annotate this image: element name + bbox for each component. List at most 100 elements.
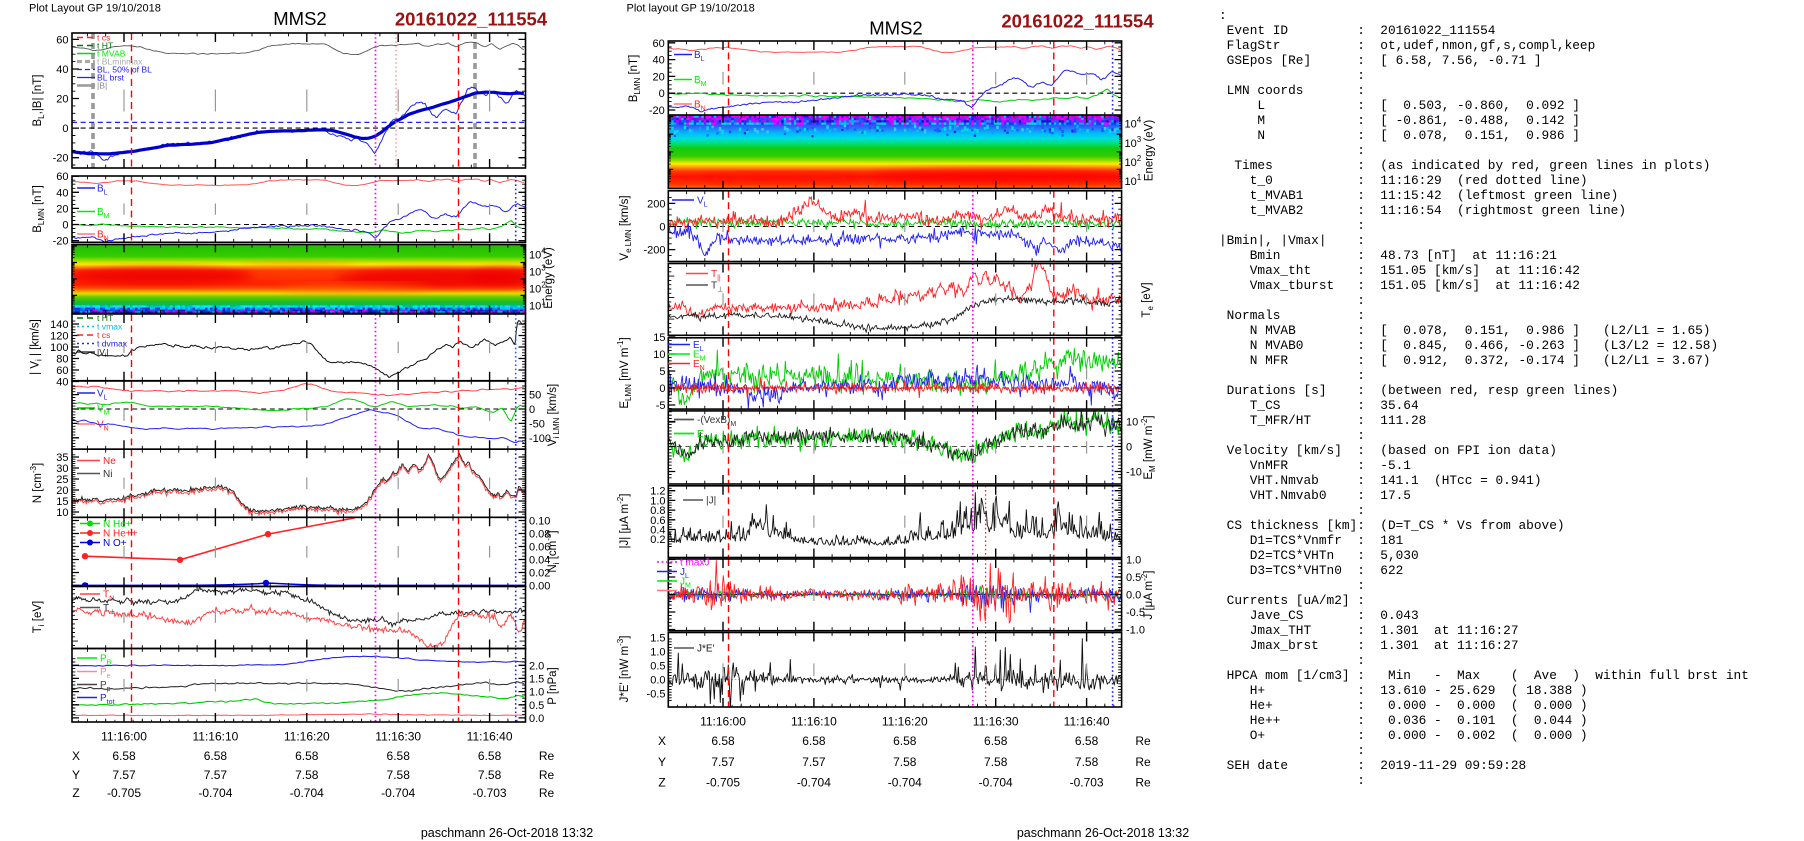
svg-text:0.4: 0.4 — [650, 525, 665, 537]
svg-text:15: 15 — [56, 496, 68, 508]
svg-text:0.10: 0.10 — [529, 516, 550, 528]
svg-text:-50: -50 — [529, 418, 545, 430]
svg-text:-0.703: -0.703 — [473, 786, 507, 800]
svg-text:Ni: Ni — [103, 469, 112, 480]
svg-text:JM: JM — [680, 577, 691, 590]
svg-text:-0.704: -0.704 — [979, 775, 1013, 789]
svg-text:Ve LMN [km/s]: Ve LMN [km/s] — [619, 195, 633, 260]
svg-text:TN: TN — [103, 590, 114, 603]
svg-text:BM: BM — [97, 207, 110, 220]
svg-text:0: 0 — [659, 88, 665, 100]
svg-text:Pp: Pp — [100, 680, 111, 693]
svg-text:0.5: 0.5 — [529, 700, 544, 712]
svg-text:0: 0 — [529, 404, 535, 416]
svg-text:JL: JL — [680, 567, 689, 580]
svg-text:11:16:10: 11:16:10 — [791, 714, 837, 728]
svg-text:60: 60 — [56, 34, 68, 46]
svg-text:-10: -10 — [1126, 467, 1142, 479]
svg-text:0: 0 — [659, 222, 665, 234]
svg-text:0: 0 — [1126, 442, 1132, 454]
svg-text:N [cm-3]: N [cm-3] — [29, 463, 44, 503]
svg-text:J [μA m-2]: J [μA m-2] — [1140, 571, 1155, 620]
svg-text:6.58: 6.58 — [204, 749, 228, 763]
svg-text:t vmax: t vmax — [97, 322, 123, 332]
svg-text:BN: BN — [97, 230, 109, 243]
svg-text:Re: Re — [539, 786, 555, 800]
svg-text:15: 15 — [653, 332, 665, 344]
svg-text:t cs: t cs — [97, 33, 110, 43]
svg-text:0.2: 0.2 — [650, 534, 665, 546]
svg-text:80: 80 — [56, 354, 68, 366]
svg-text:40: 40 — [653, 55, 665, 67]
svg-text:40: 40 — [56, 377, 68, 389]
svg-text:Y: Y — [72, 768, 80, 782]
svg-text:7.58: 7.58 — [478, 768, 502, 782]
svg-text:PB: PB — [100, 654, 112, 667]
svg-text:0.6: 0.6 — [650, 515, 665, 527]
svg-text:BM: BM — [694, 75, 707, 88]
svg-text:VM: VM — [97, 404, 110, 417]
svg-text:7.58: 7.58 — [893, 755, 917, 769]
svg-text:BL: BL — [97, 184, 108, 197]
svg-text:Te [eV]: Te [eV] — [1141, 282, 1155, 317]
svg-text:11:16:40: 11:16:40 — [1064, 714, 1110, 728]
svg-text:-0.704: -0.704 — [797, 775, 831, 789]
svg-text:11:16:30: 11:16:30 — [375, 730, 421, 744]
svg-text:7.57: 7.57 — [204, 768, 228, 782]
svg-text:1.5: 1.5 — [529, 673, 544, 685]
svg-text:60: 60 — [56, 171, 68, 183]
svg-text:20: 20 — [653, 71, 665, 83]
svg-text:EM [mW m-2]: EM [mW m-2] — [1140, 415, 1157, 479]
svg-text:MMS2: MMS2 — [273, 8, 326, 29]
svg-text:0.02: 0.02 — [529, 568, 550, 580]
svg-text:20: 20 — [56, 485, 68, 497]
svg-text:1.2: 1.2 — [650, 486, 665, 498]
svg-text:X: X — [72, 749, 80, 763]
svg-text:6.58: 6.58 — [711, 734, 735, 748]
svg-text:11:16:10: 11:16:10 — [192, 730, 238, 744]
svg-text:-0.704: -0.704 — [198, 786, 232, 800]
svg-text:-5: -5 — [656, 400, 666, 412]
svg-text:VL: VL — [697, 196, 708, 209]
svg-text:Re: Re — [1135, 775, 1151, 789]
svg-text:20161022_111554: 20161022_111554 — [1001, 11, 1154, 32]
svg-text:VL: VL — [97, 389, 108, 402]
svg-text:-0.705: -0.705 — [107, 786, 141, 800]
svg-text:10: 10 — [1126, 417, 1138, 429]
svg-text:-20: -20 — [53, 153, 69, 165]
svg-text:11:16:20: 11:16:20 — [284, 730, 330, 744]
svg-text:-0.5: -0.5 — [647, 689, 666, 701]
svg-text:Re: Re — [1135, 734, 1151, 748]
svg-text:BL, 50% of BL: BL, 50% of BL — [97, 65, 152, 75]
svg-text:6.58: 6.58 — [295, 749, 319, 763]
svg-text:-20: -20 — [53, 236, 69, 248]
svg-text:-(VexB)M: -(VexB)M — [697, 415, 736, 428]
svg-text:30: 30 — [56, 463, 68, 475]
svg-text:60: 60 — [653, 38, 665, 50]
svg-text:-0.703: -0.703 — [1070, 775, 1104, 789]
svg-text:| Vi | [km/s]: | Vi | [km/s] — [30, 319, 44, 375]
svg-text:25: 25 — [56, 474, 68, 486]
svg-text:6.58: 6.58 — [112, 749, 136, 763]
svg-text:N O+: N O+ — [103, 538, 127, 549]
svg-text:20: 20 — [56, 94, 68, 106]
svg-text:MMS2: MMS2 — [869, 18, 922, 39]
svg-text:1.0: 1.0 — [650, 647, 665, 659]
svg-text:Plot layout GP 19/10/2018: Plot layout GP 19/10/2018 — [627, 3, 755, 15]
svg-text:P [nPa]: P [nPa] — [547, 667, 559, 705]
svg-text:104: 104 — [1125, 116, 1142, 131]
svg-text:7.58: 7.58 — [984, 755, 1008, 769]
svg-text:11:16:00: 11:16:00 — [101, 730, 147, 744]
svg-text:10: 10 — [56, 507, 68, 519]
svg-text:1.0: 1.0 — [529, 687, 544, 699]
svg-text:0.06: 0.06 — [529, 542, 550, 554]
svg-text:Pe: Pe — [100, 667, 111, 680]
svg-text:-100: -100 — [529, 433, 551, 445]
svg-text:1.0: 1.0 — [1126, 555, 1141, 567]
svg-text:-200: -200 — [643, 245, 665, 257]
svg-text:0.8: 0.8 — [650, 505, 665, 517]
svg-text:EL: EL — [693, 340, 704, 353]
svg-text:-1.0: -1.0 — [1126, 625, 1145, 637]
svg-text:7.58: 7.58 — [387, 768, 411, 782]
svg-text:1.0: 1.0 — [650, 495, 665, 507]
